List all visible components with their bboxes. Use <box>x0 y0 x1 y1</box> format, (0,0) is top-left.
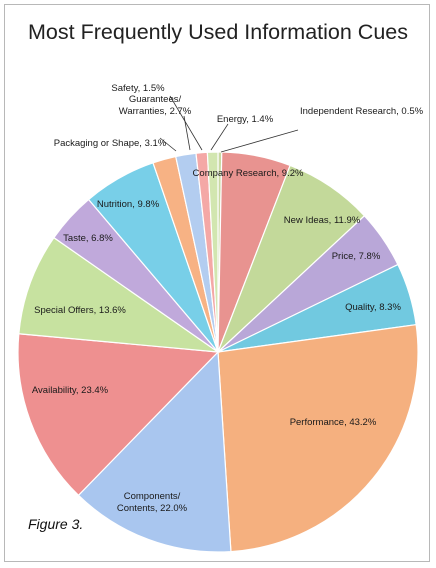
slice-label: Nutrition, 9.8% <box>97 199 160 210</box>
pie-slice <box>17 333 220 497</box>
slice-label: Performance, 43.2% <box>290 417 377 428</box>
slice-label: Availability, 23.4% <box>32 385 109 396</box>
slice-label: Components/Contents, 22.0% <box>117 491 188 514</box>
slice-label: Price, 7.8% <box>332 251 381 262</box>
slice-label: Taste, 6.8% <box>63 233 113 244</box>
slice-label: Safety, 1.5% <box>111 83 165 94</box>
slice-label: New Ideas, 11.9% <box>284 215 361 226</box>
slice-label: Company Research, 9.2% <box>193 168 304 179</box>
pie-slice <box>77 350 232 553</box>
slice-label: Energy, 1.4% <box>217 114 274 125</box>
leader-line <box>210 123 229 151</box>
leader-line <box>159 137 177 152</box>
leader-line <box>169 95 203 151</box>
pie-slice <box>18 236 221 353</box>
slice-label: Packaging or Shape, 3.1% <box>54 138 167 149</box>
slice-label: Quality, 8.3% <box>345 302 401 313</box>
slice-label: Independent Research, 0.5% <box>300 106 424 117</box>
leader-line <box>220 129 299 153</box>
figure-caption: Figure 3. <box>28 516 84 532</box>
slice-label: Guarantees/Warranties, 2.7% <box>119 94 192 117</box>
slice-label: Special Offers, 13.6% <box>34 305 126 316</box>
pie-slice <box>217 324 419 553</box>
pie-slice <box>206 151 219 353</box>
chart-title: Most Frequently Used Information Cues <box>28 20 408 44</box>
